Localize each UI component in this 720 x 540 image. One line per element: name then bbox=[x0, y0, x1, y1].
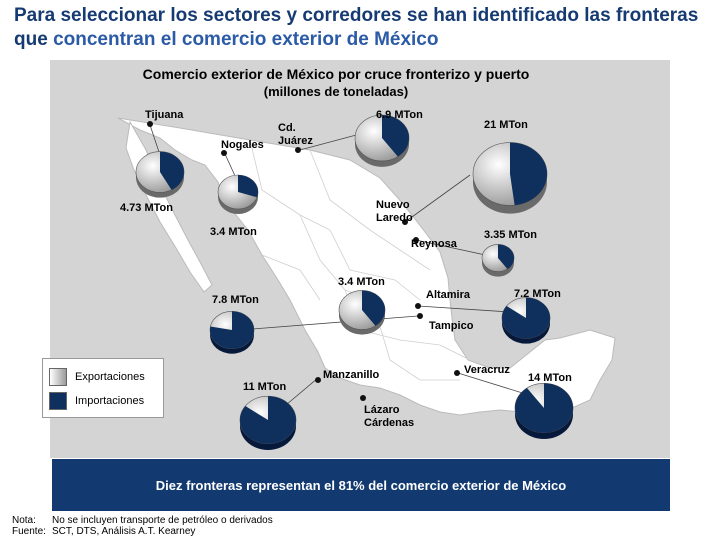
city-dot-manzanillo bbox=[315, 377, 321, 383]
value-altamira: 7.2 MTon bbox=[514, 288, 561, 300]
value-tampico: 7.8 MTon bbox=[212, 294, 259, 306]
legend-label-exports: Exportaciones bbox=[75, 371, 145, 383]
note-key: Nota: bbox=[12, 515, 36, 526]
label-veracruz: Veracruz bbox=[464, 364, 510, 376]
city-dot-nogales bbox=[221, 150, 227, 156]
note-text: No se incluyen transporte de petróleo o … bbox=[52, 515, 273, 526]
pie-imports-nogales bbox=[238, 175, 258, 198]
leader-lines bbox=[149, 124, 546, 411]
pie-imports-monterrey bbox=[362, 290, 385, 326]
map-title: Comercio exterior de México por cruce fr… bbox=[142, 66, 530, 99]
city-dot-juarez bbox=[295, 147, 301, 153]
value-tijuana: 4.73 MTon bbox=[120, 202, 173, 214]
label-lazaro-1: Lázaro bbox=[364, 404, 400, 416]
value-juarez: 6.9 MTon bbox=[376, 109, 423, 121]
city-dot-nuevo-laredo bbox=[402, 219, 408, 225]
pie-imports-altamira bbox=[501, 297, 551, 339]
value-reynosa: 3.35 MTon bbox=[484, 229, 537, 241]
legend-swatch-imports bbox=[49, 392, 67, 410]
legend-swatch-exports bbox=[49, 368, 67, 386]
label-tijuana: Tijuana bbox=[145, 109, 184, 121]
city-dot-altamira bbox=[415, 303, 421, 309]
pie-imports-reynosa bbox=[498, 244, 514, 270]
summary-banner: Diez fronteras representan el 81% del co… bbox=[52, 459, 670, 511]
page-title: Para seleccionar los sectores y corredor… bbox=[14, 5, 699, 50]
city-dot-tampico bbox=[417, 313, 423, 319]
label-nuevo-laredo-1: Nuevo bbox=[376, 199, 410, 211]
city-dot-reynosa bbox=[413, 237, 419, 243]
city-dot-lazaro-cardenas bbox=[360, 395, 366, 401]
value-monterrey: 3.4 MTon bbox=[338, 276, 385, 288]
city-dot-tijuana bbox=[147, 121, 153, 127]
label-juarez-2: Juárez bbox=[278, 135, 313, 147]
label-altamira: Altamira bbox=[426, 289, 471, 301]
pie-imports-cd-ju-rez bbox=[382, 115, 410, 157]
label-reynosa: Reynosa bbox=[411, 238, 457, 250]
city-dot-veracruz bbox=[454, 370, 460, 376]
label-juarez-1: Cd. bbox=[278, 122, 296, 134]
value-nogales: 3.4 MTon bbox=[210, 226, 257, 238]
footnotes: Nota: No se incluyen transporte de petról… bbox=[12, 515, 273, 537]
label-nuevo-laredo-2: Laredo bbox=[376, 212, 413, 224]
city-dots bbox=[147, 121, 460, 401]
source-text: SCT, DTS, Análisis A.T. Kearney bbox=[52, 526, 196, 537]
pie-imports-nuevo-laredo bbox=[510, 142, 547, 206]
pie-imports-manzanillo bbox=[239, 396, 297, 444]
pie-charts bbox=[135, 114, 574, 450]
label-lazaro-2: Cárdenas bbox=[364, 417, 415, 429]
label-tampico: Tampico bbox=[429, 320, 474, 332]
value-nuevo-laredo: 21 MTon bbox=[484, 119, 528, 131]
value-veracruz: 14 MTon bbox=[528, 372, 572, 384]
map-legend: Exportaciones Importaciones bbox=[42, 358, 164, 418]
value-manzanillo: 11 MTon bbox=[243, 381, 287, 393]
source-key: Fuente: bbox=[12, 526, 46, 537]
pie-imports-tampico bbox=[210, 311, 255, 349]
label-manzanillo: Manzanillo bbox=[323, 369, 380, 381]
pie-imports-tijuana bbox=[160, 151, 185, 190]
label-nogales: Nogales bbox=[221, 139, 264, 151]
pie-imports-veracruz bbox=[515, 383, 574, 433]
legend-label-imports: Importaciones bbox=[75, 395, 145, 407]
